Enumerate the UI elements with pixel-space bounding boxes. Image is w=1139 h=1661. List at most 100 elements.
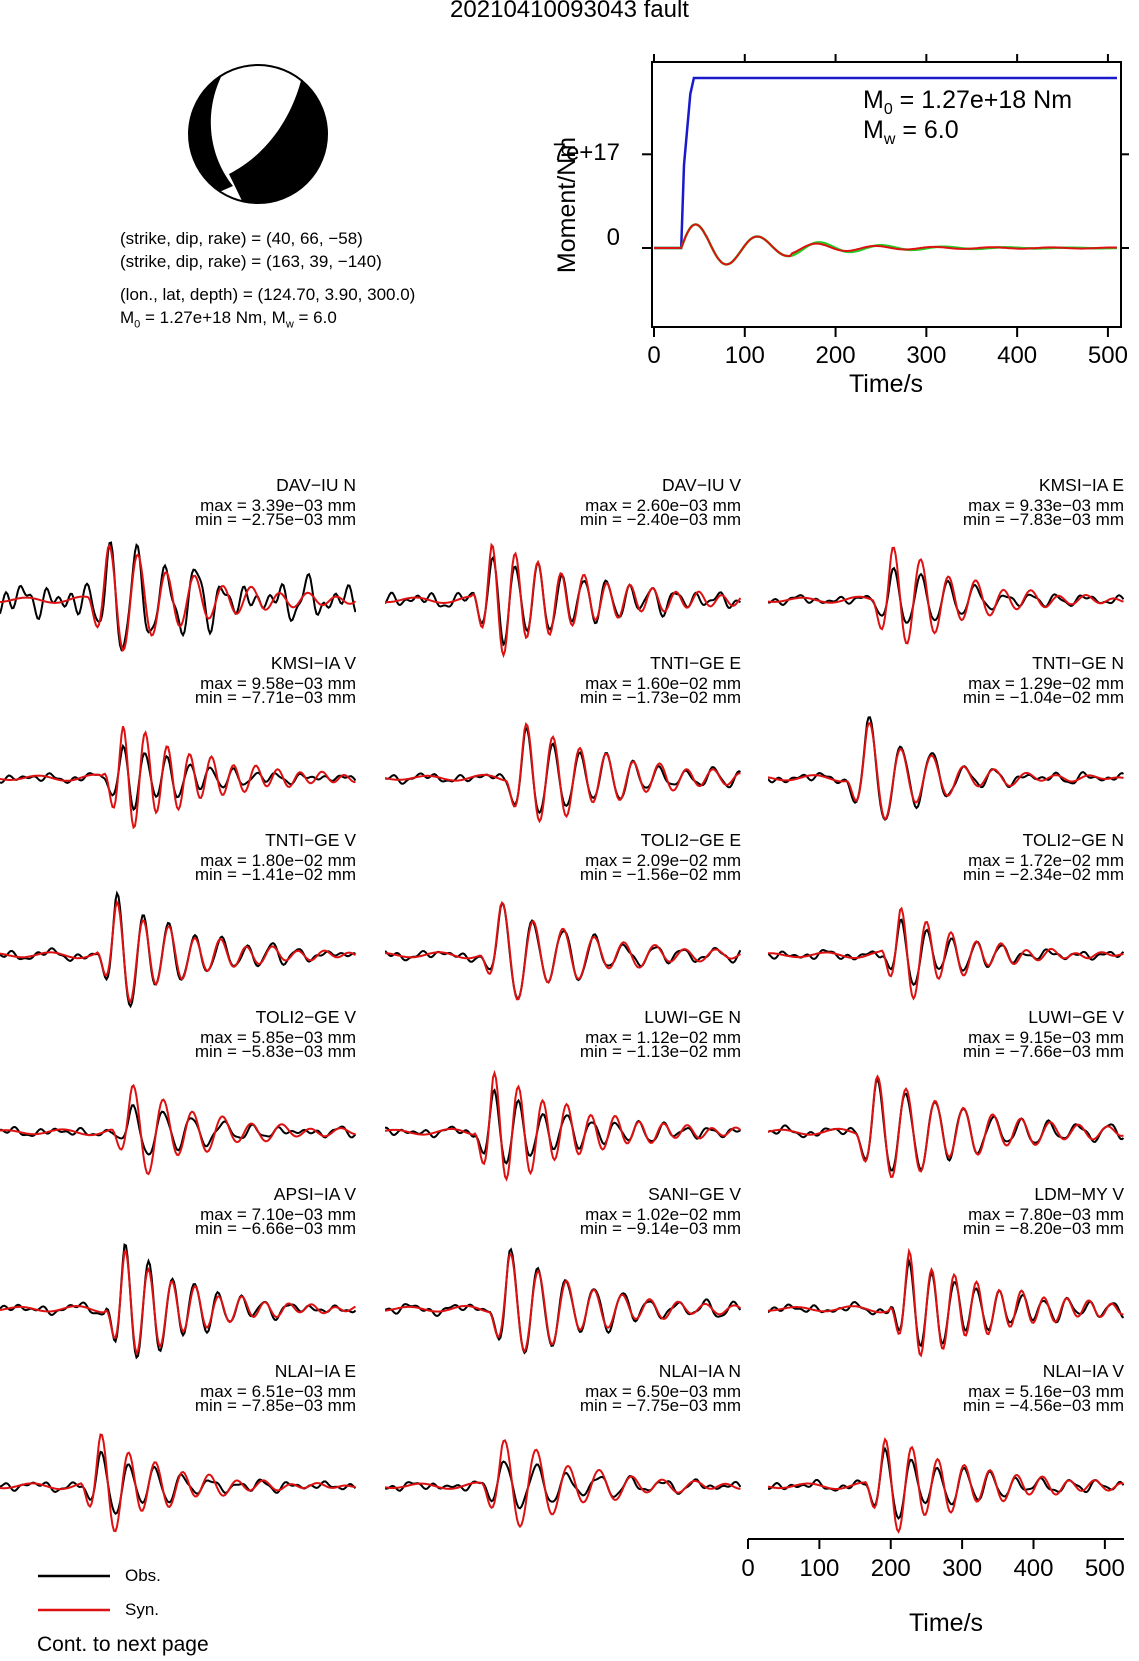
observed-trace <box>768 716 1124 821</box>
station-label: LUWI−GE V <box>1028 1007 1124 1027</box>
synthetic-trace <box>0 725 356 830</box>
synthetic-trace <box>0 543 356 653</box>
station-label: DAV−IU V <box>662 475 741 495</box>
synthetic-trace <box>385 542 741 659</box>
station-min: min = −2.34e−02 mm <box>962 865 1124 884</box>
moment-rate-fit-line <box>654 223 1118 266</box>
station-max: max = 1.29e−02 mm <box>968 674 1124 693</box>
station-min: min = −1.41e−02 mm <box>194 865 356 884</box>
moment-xtick-label: 400 <box>997 342 1037 369</box>
station-waveform <box>0 725 356 830</box>
synthetic-trace <box>0 1083 356 1176</box>
station-max: max = 2.09e−02 mm <box>585 851 741 870</box>
station-label: TNTI−GE E <box>650 653 741 673</box>
station-min: min = −8.20e−03 mm <box>962 1219 1124 1238</box>
synthetic-trace <box>0 1433 356 1533</box>
station-max: max = 1.80e−02 mm <box>200 851 356 870</box>
station-label: TNTI−GE N <box>1032 653 1124 673</box>
station-max: max = 1.12e−02 mm <box>585 1028 741 1047</box>
station-label: TOLI2−GE E <box>640 830 741 850</box>
waveform-xtick-label: 0 <box>741 1555 754 1582</box>
station-max: max = 2.60e−03 mm <box>585 496 741 515</box>
synthetic-trace <box>768 546 1124 645</box>
waveform-xtick-label: 200 <box>871 1555 911 1582</box>
synthetic-trace <box>385 900 741 1001</box>
station-waveform <box>0 890 356 1009</box>
station-min: min = −1.04e−02 mm <box>962 688 1124 707</box>
station-waveform <box>768 1247 1124 1358</box>
station-max: max = 9.58e−03 mm <box>200 674 356 693</box>
station-min: min = −1.13e−02 mm <box>579 1042 741 1061</box>
moment-xtick-label: 500 <box>1088 342 1128 369</box>
station-waveform <box>0 1243 356 1360</box>
moment-m0-annotation: M0 = 1.27e+18 Nm <box>863 86 1072 118</box>
station-label: TOLI2−GE N <box>1022 830 1124 850</box>
moment-ytick-label-0: 0 <box>607 224 620 251</box>
moment-mw-annotation: Mw = 6.0 <box>863 116 959 148</box>
waveform-xtick-label: 300 <box>942 1555 982 1582</box>
station-min: min = −7.71e−03 mm <box>194 688 356 707</box>
station-label: KMSI−IA V <box>270 653 356 673</box>
observed-trace <box>0 541 356 652</box>
station-max: max = 1.60e−02 mm <box>585 674 741 693</box>
synthetic-trace <box>768 722 1124 821</box>
station-max: max = 1.72e−02 mm <box>968 851 1124 870</box>
station-label: NLAI−IA E <box>274 1361 356 1381</box>
synthetic-trace <box>768 1437 1124 1534</box>
station-waveform <box>768 1074 1124 1178</box>
legend-syn-label: Syn. <box>125 1600 160 1619</box>
moment-plot-frame <box>651 61 1122 328</box>
station-label: NLAI−IA V <box>1042 1361 1124 1381</box>
station-min: min = −1.73e−02 mm <box>579 688 741 707</box>
station-waveform <box>385 1247 741 1355</box>
focal-mechanism-beachball <box>188 64 328 204</box>
station-waveform <box>0 1433 356 1533</box>
observed-trace <box>385 1088 741 1165</box>
waveform-time-axis: 0 100 200 300 400 500 Time/s <box>741 1538 1125 1637</box>
station-waveform <box>385 542 741 659</box>
station-waveform <box>385 900 741 1001</box>
station-label: KMSI−IA E <box>1038 475 1124 495</box>
station-waveform <box>385 722 741 824</box>
observed-trace <box>0 1104 356 1156</box>
station-min: min = −4.56e−03 mm <box>962 1396 1124 1415</box>
mechanism-location: (lon., lat, depth) = (124.70, 3.90, 300.… <box>120 285 416 304</box>
station-max: max = 1.02e−02 mm <box>585 1205 741 1224</box>
station-max: max = 7.10e−03 mm <box>200 1205 356 1224</box>
synthetic-trace <box>385 1439 741 1529</box>
moment-xtick-label: 300 <box>906 342 946 369</box>
station-waveform <box>385 1439 741 1529</box>
waveform-xtick-label: 500 <box>1085 1555 1125 1582</box>
synthetic-trace <box>385 722 741 824</box>
station-min: min = −5.83e−03 mm <box>194 1042 356 1061</box>
station-min: min = −7.75e−03 mm <box>579 1396 741 1415</box>
synthetic-trace <box>768 1074 1124 1178</box>
station-label: APSI−IA V <box>273 1184 356 1204</box>
station-label: DAV−IU N <box>276 475 356 495</box>
observed-trace <box>385 555 741 647</box>
waveform-xtick-label: 100 <box>799 1555 839 1582</box>
moment-axis-xlabel: Time/s <box>849 370 923 398</box>
station-label: SANI−GE V <box>648 1184 741 1204</box>
moment-function-chart: M0 = 1.27e+18 Nm Mw = 6.0 7e+17 0 Moment… <box>553 54 1129 398</box>
station-waveform <box>768 716 1124 821</box>
station-max: max = 5.16e−03 mm <box>968 1382 1124 1401</box>
observed-trace <box>0 890 356 1009</box>
moment-ytick-label-7e17: 7e+17 <box>553 139 620 166</box>
waveform-xtick-label: 400 <box>1013 1555 1053 1582</box>
station-label: NLAI−IA N <box>658 1361 741 1381</box>
station-max: max = 9.33e−03 mm <box>968 496 1124 515</box>
station-min: min = −7.83e−03 mm <box>962 510 1124 529</box>
synthetic-trace <box>0 899 356 1004</box>
station-min: min = −6.66e−03 mm <box>194 1219 356 1238</box>
station-min: min = −1.56e−02 mm <box>579 865 741 884</box>
station-max: max = 6.50e−03 mm <box>585 1382 741 1401</box>
station-waveform <box>768 1437 1124 1534</box>
moment-xtick-labels: 0 100 200 300 400 500 <box>647 342 1128 369</box>
station-waveform <box>0 541 356 653</box>
station-label: LUWI−GE N <box>644 1007 741 1027</box>
synthetic-trace <box>768 906 1124 1001</box>
moment-axis-ticks <box>642 54 1129 337</box>
station-label: TNTI−GE V <box>265 830 356 850</box>
waveform-axis-xlabel: Time/s <box>909 1609 983 1637</box>
